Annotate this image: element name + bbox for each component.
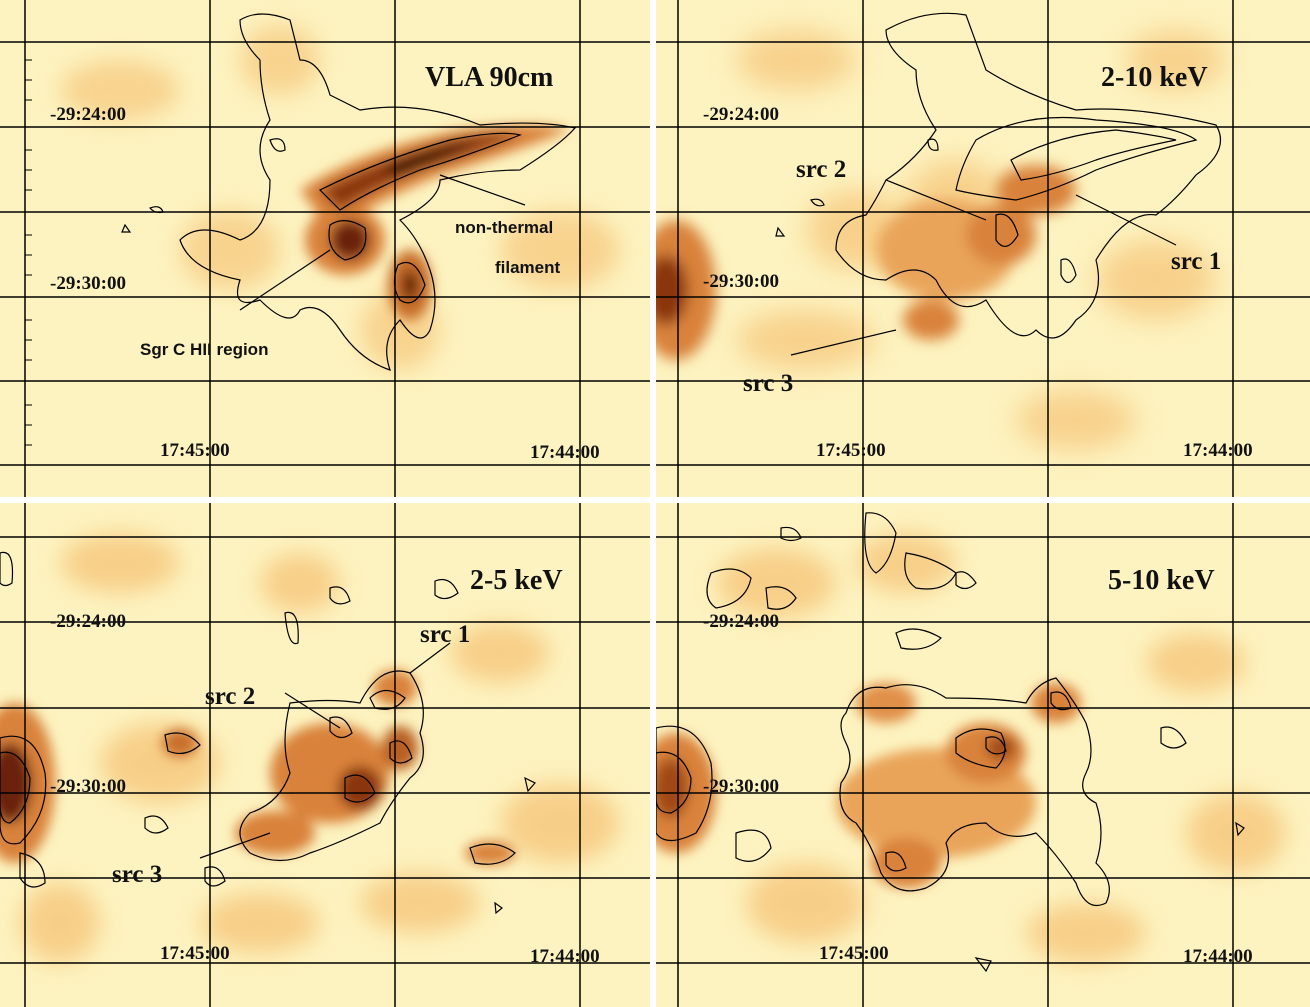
- panel-title: VLA 90cm: [425, 62, 554, 93]
- xray-5-10-kev-image: [656, 503, 1310, 1007]
- xray-2-10-kev-image: [656, 0, 1310, 497]
- panel-5-10-kev: 5-10 keV -29:24:00 -29:30:00 17:45:00 17…: [656, 503, 1310, 1007]
- annotation-src-1: src 1: [1171, 248, 1222, 275]
- dec-label-top: -29:24:00: [50, 104, 126, 125]
- dec-label-top: -29:24:00: [703, 611, 779, 632]
- panel-title: 2-10 keV: [1101, 62, 1208, 93]
- vla-emission-image: [0, 0, 650, 497]
- annotation-non-thermal: non-thermal: [455, 218, 554, 237]
- ra-label-right: 17:44:00: [530, 946, 600, 967]
- annotation-src-2: src 2: [205, 683, 256, 710]
- annotation-src-1: src 1: [420, 621, 471, 648]
- panel-2-10-kev: 2-10 keV -29:24:00 -29:30:00 17:45:00 17…: [656, 0, 1310, 497]
- xray-2-5-kev-image: [0, 503, 650, 1007]
- annotation-src-3: src 3: [743, 370, 794, 397]
- annotation-src-3: src 3: [112, 861, 163, 888]
- ra-label-right: 17:44:00: [530, 442, 600, 463]
- dec-label-top: -29:24:00: [50, 611, 126, 632]
- dec-label-bottom: -29:30:00: [50, 273, 126, 294]
- dec-label-top: -29:24:00: [703, 104, 779, 125]
- panel-vla-90cm: VLA 90cm -29:24:00 -29:30:00 17:45:00 17…: [0, 0, 650, 497]
- panel-title: 5-10 keV: [1108, 565, 1215, 596]
- panel-title: 2-5 keV: [470, 565, 563, 596]
- ra-label-right: 17:44:00: [1183, 440, 1253, 461]
- dec-label-bottom: -29:30:00: [703, 776, 779, 797]
- annotation-filament: filament: [495, 258, 561, 277]
- ra-label-left: 17:45:00: [160, 943, 230, 964]
- ra-label-left: 17:45:00: [819, 943, 889, 964]
- ra-label-right: 17:44:00: [1183, 946, 1253, 967]
- dec-label-bottom: -29:30:00: [703, 271, 779, 292]
- ra-label-left: 17:45:00: [160, 440, 230, 461]
- panel-2-5-kev: 2-5 keV -29:24:00 -29:30:00 17:45:00 17:…: [0, 503, 650, 1007]
- ra-label-left: 17:45:00: [816, 440, 886, 461]
- dec-label-bottom: -29:30:00: [50, 776, 126, 797]
- annotation-sgr-c-hii-region: Sgr C HII region: [140, 340, 269, 359]
- annotation-src-2: src 2: [796, 156, 847, 183]
